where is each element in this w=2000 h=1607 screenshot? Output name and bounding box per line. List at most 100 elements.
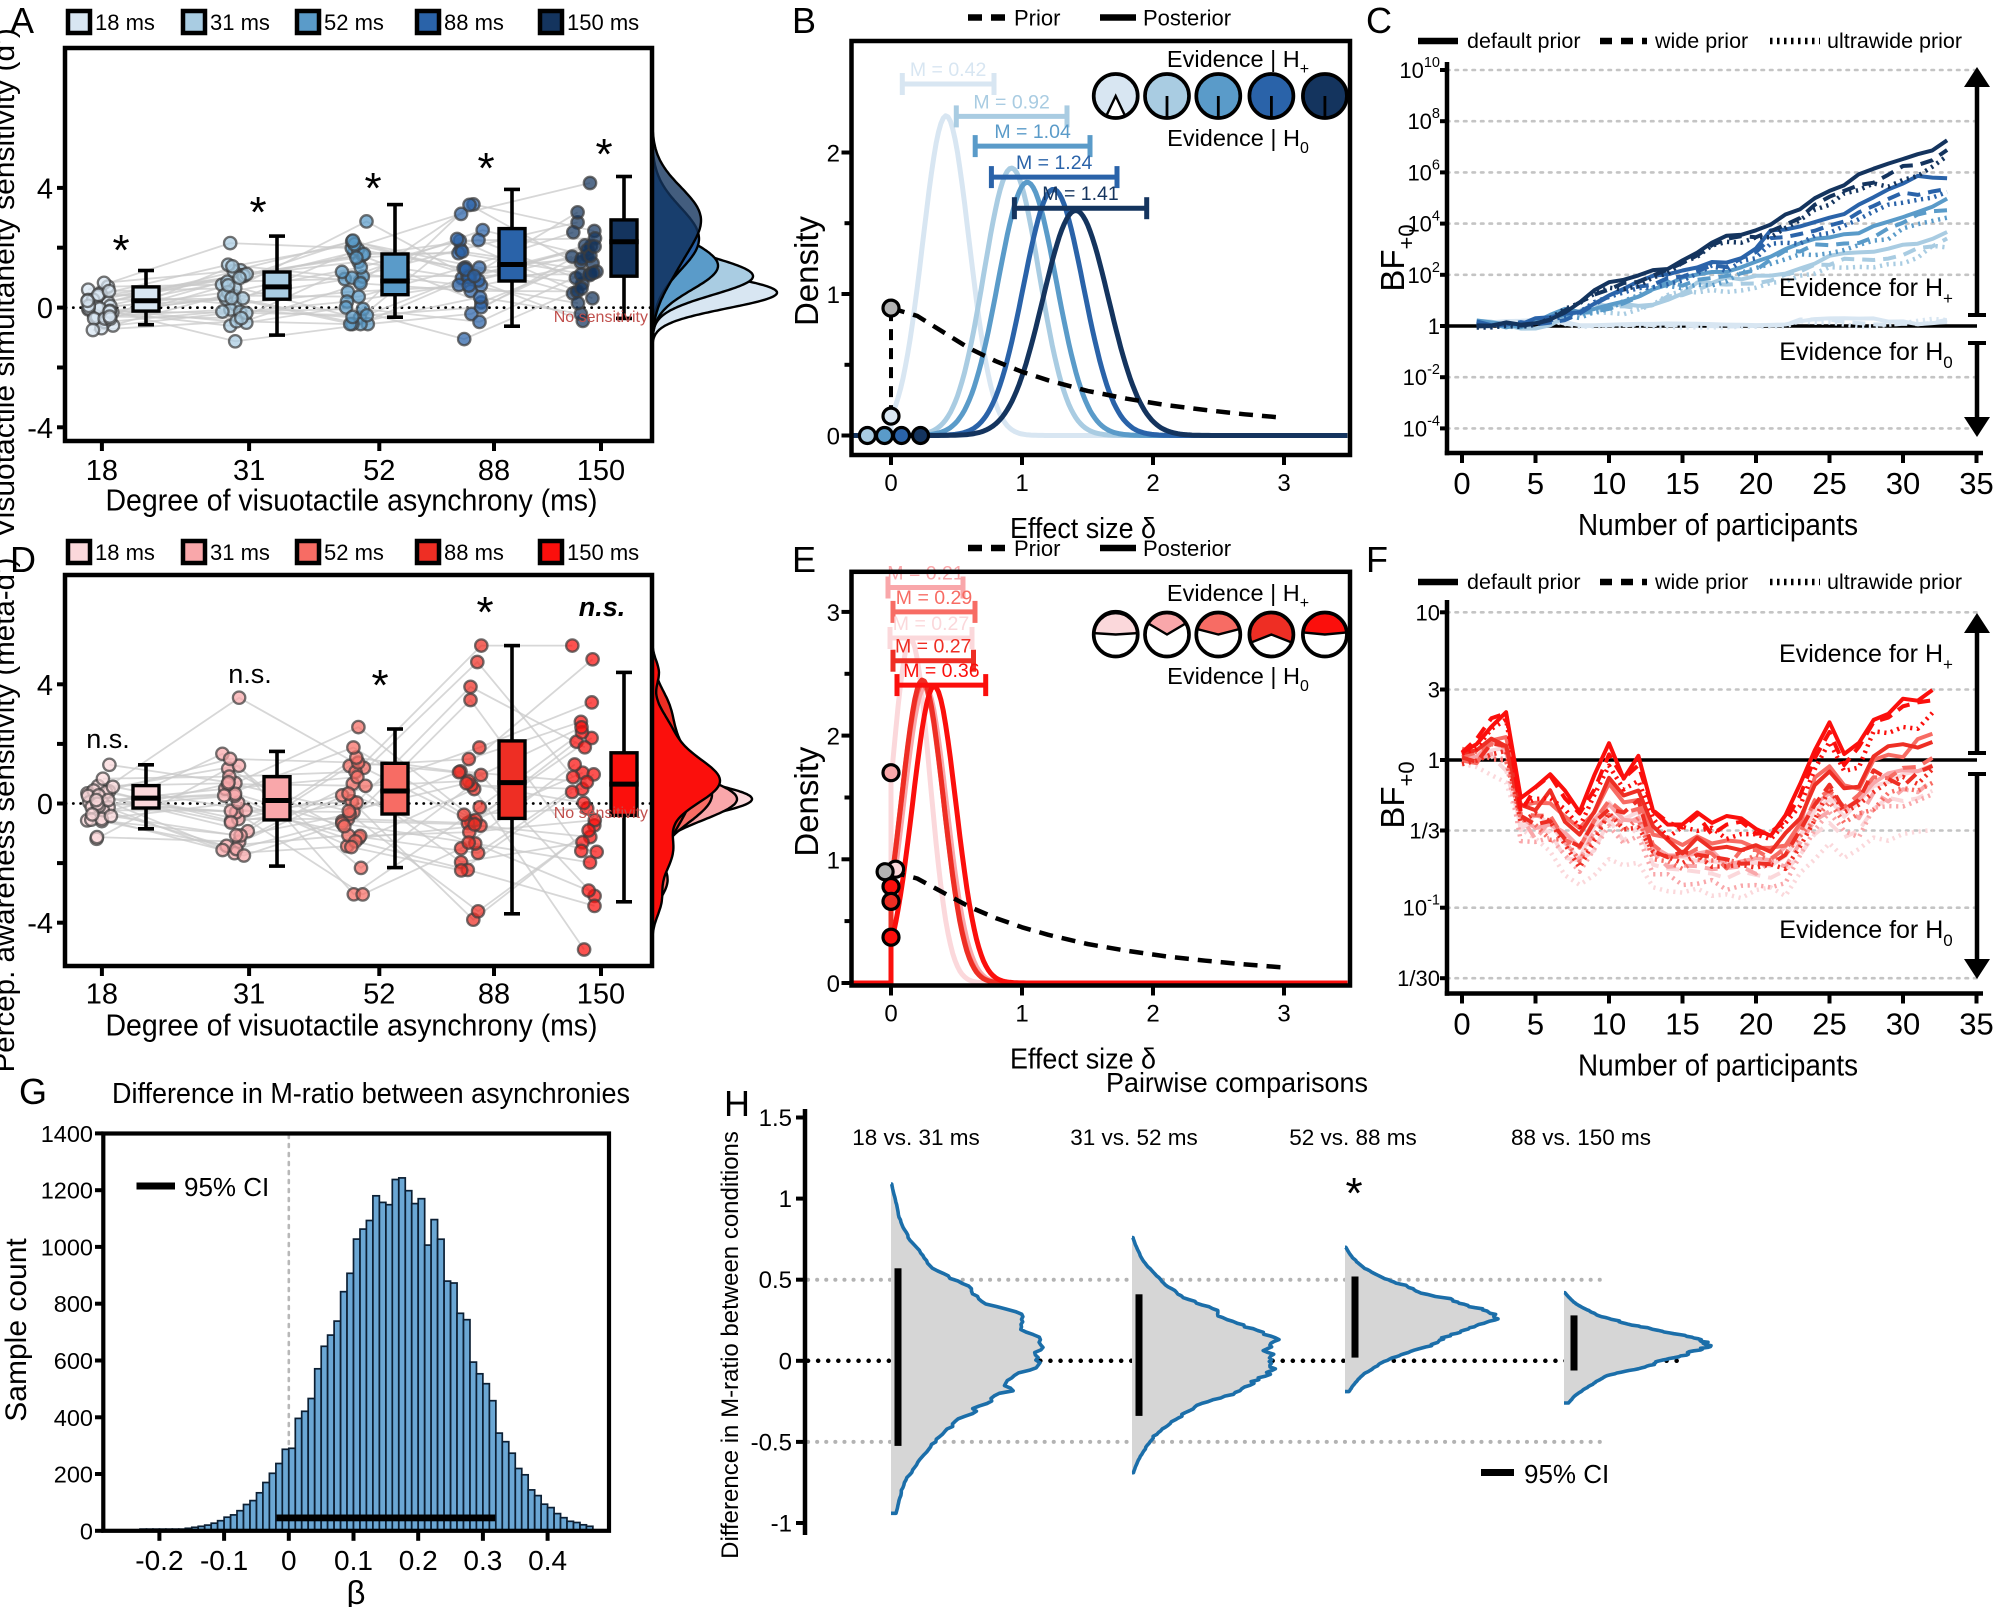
svg-text:*: * [371,661,388,710]
svg-text:Density: Density [788,746,825,857]
svg-text:0: 0 [1453,1007,1470,1042]
svg-text:150: 150 [577,979,625,1011]
svg-text:35: 35 [1959,466,1993,501]
svg-text:1400: 1400 [41,1121,93,1147]
svg-text:*: * [364,164,381,213]
svg-text:Degree of visuotactile asynchr: Degree of visuotactile asynchrony (ms) [106,483,598,518]
svg-text:-0.5: -0.5 [751,1429,792,1456]
svg-text:150: 150 [577,455,625,487]
svg-text:5: 5 [1527,466,1544,501]
svg-text:31 ms: 31 ms [210,10,270,35]
svg-text:3: 3 [1277,1001,1290,1028]
svg-text:Posterior: Posterior [1143,6,1231,31]
svg-text:0: 0 [884,1001,897,1028]
svg-text:88 ms: 88 ms [444,10,504,35]
svg-text:Density: Density [788,215,825,326]
svg-text:*: * [1345,1169,1362,1218]
svg-text:Visuotactile simultaneity sens: Visuotactile simultaneity sensitivity (d… [0,28,21,538]
svg-text:M = 0.92: M = 0.92 [973,91,1049,113]
svg-text:4: 4 [37,173,53,205]
svg-text:No sensitivity: No sensitivity [554,309,648,326]
svg-text:ultrawide prior: ultrawide prior [1827,570,1962,594]
svg-text:25: 25 [1812,1007,1846,1042]
svg-text:95% CI: 95% CI [1524,1459,1609,1489]
svg-text:Number of participants: Number of participants [1578,507,1858,542]
svg-text:Number of participants: Number of participants [1578,1048,1858,1083]
svg-text:Pairwise comparisons: Pairwise comparisons [1106,1067,1368,1098]
svg-text:1: 1 [827,847,840,874]
svg-text:n.s.: n.s. [579,592,626,622]
svg-text:*: * [112,226,129,275]
svg-text:A: A [10,0,34,41]
svg-text:0: 0 [80,1518,93,1544]
svg-text:88 vs. 150 ms: 88 vs. 150 ms [1511,1125,1651,1150]
svg-text:20: 20 [1739,1007,1773,1042]
svg-text:0.3: 0.3 [463,1545,502,1576]
svg-text:M = 0.27: M = 0.27 [895,636,971,658]
svg-text:88: 88 [478,979,510,1011]
svg-text:wide prior: wide prior [1654,29,1748,53]
svg-text:*: * [595,130,612,179]
svg-text:3: 3 [827,600,840,627]
svg-text:*: * [476,588,493,637]
svg-text:95% CI: 95% CI [184,1172,269,1202]
svg-text:Degree of visuotactile asynchr: Degree of visuotactile asynchrony (ms) [106,1008,598,1043]
svg-text:10: 10 [1416,600,1440,625]
svg-text:D: D [10,539,36,580]
svg-text:M = 1.04: M = 1.04 [994,121,1071,143]
svg-text:30: 30 [1886,466,1920,501]
svg-text:*: * [249,188,266,237]
svg-text:-0.1: -0.1 [200,1545,248,1576]
svg-text:M = 0.42: M = 0.42 [910,59,986,81]
svg-text:B: B [792,0,816,41]
svg-text:wide prior: wide prior [1654,570,1748,594]
svg-text:-1: -1 [771,1511,792,1538]
svg-text:18 vs. 31 ms: 18 vs. 31 ms [852,1125,980,1150]
svg-text:5: 5 [1527,1007,1544,1042]
svg-text:No sensitivity: No sensitivity [554,805,648,822]
svg-text:M = 0.29: M = 0.29 [896,587,972,609]
svg-text:C: C [1366,0,1392,41]
svg-text:3: 3 [1428,678,1440,703]
svg-text:ultrawide prior: ultrawide prior [1827,29,1962,53]
svg-text:18 ms: 18 ms [95,540,155,565]
svg-text:3: 3 [1277,470,1290,497]
svg-text:1/3: 1/3 [1409,819,1440,844]
svg-text:25: 25 [1812,466,1846,501]
svg-text:104: 104 [1407,209,1440,237]
svg-text:31: 31 [233,455,265,487]
svg-text:-4: -4 [27,908,53,940]
svg-text:1: 1 [1015,1001,1028,1028]
svg-text:35: 35 [1959,1007,1993,1042]
svg-text:0: 0 [827,971,840,998]
svg-text:10: 10 [1592,1007,1626,1042]
svg-text:-4: -4 [27,413,53,445]
svg-text:20: 20 [1739,466,1773,501]
svg-text:Prior: Prior [1014,536,1060,561]
svg-text:0.4: 0.4 [528,1545,567,1576]
svg-text:1: 1 [1015,470,1028,497]
svg-text:Posterior: Posterior [1143,536,1231,561]
svg-text:1/30: 1/30 [1397,966,1440,991]
svg-text:2: 2 [1146,1001,1159,1028]
svg-text:1: 1 [779,1186,792,1213]
svg-text:1.5: 1.5 [759,1105,792,1132]
svg-text:E: E [792,539,816,580]
svg-text:Difference in M-ratio between: Difference in M-ratio between asynchroni… [112,1078,630,1110]
svg-text:0.1: 0.1 [334,1545,373,1576]
svg-text:F: F [1366,539,1388,580]
svg-text:H: H [724,1083,750,1124]
svg-text:30: 30 [1886,1007,1920,1042]
svg-text:150 ms: 150 ms [567,540,639,565]
svg-text:31 vs. 52 ms: 31 vs. 52 ms [1070,1125,1198,1150]
svg-text:88 ms: 88 ms [444,540,504,565]
svg-text:n.s.: n.s. [228,659,272,689]
svg-text:4: 4 [37,670,53,702]
svg-text:2: 2 [827,141,840,168]
svg-text:18: 18 [86,455,118,487]
svg-text:400: 400 [54,1405,93,1431]
svg-text:1: 1 [827,282,840,309]
svg-text:15: 15 [1665,466,1699,501]
svg-text:2: 2 [827,724,840,751]
svg-text:52 ms: 52 ms [324,10,384,35]
